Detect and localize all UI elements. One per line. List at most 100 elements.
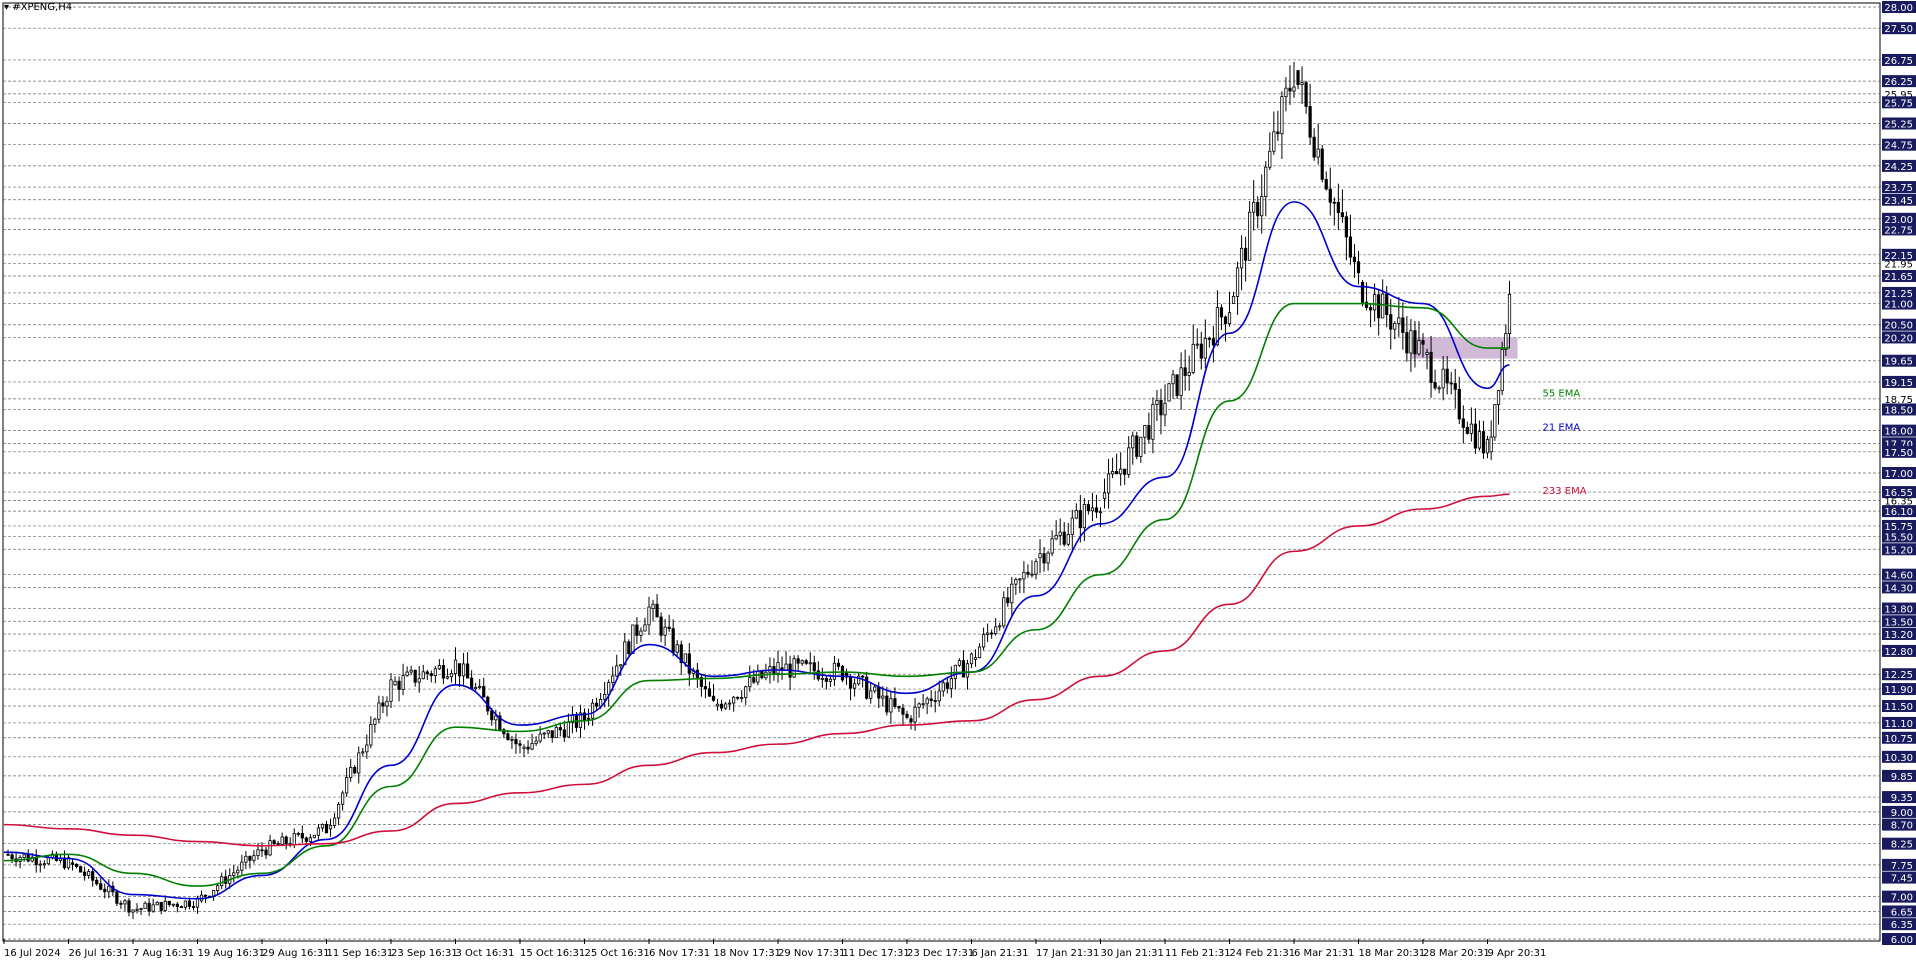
candle-body [1425,351,1429,355]
candle-body [699,677,704,687]
price-tick-box [1882,96,1916,109]
candle-body [1441,368,1445,389]
candle-body [1280,96,1284,135]
candle-body [373,718,377,725]
candle-body [893,698,897,707]
price-tick-box [1882,769,1916,782]
candle-body [1389,314,1393,330]
candle-body [107,885,111,893]
candle-body [558,727,562,731]
candle-body [143,902,147,910]
candle-body [413,669,417,683]
candle-body [74,863,79,867]
candle-body [1018,578,1022,581]
candle-body [1082,504,1086,529]
candle-body [1504,333,1508,350]
candle-body [1272,131,1276,152]
ema-annotation-label: 21 EMA [1543,422,1581,433]
candle-body [945,682,949,689]
candle-body [1102,492,1107,499]
time-tick-label: 6 Mar 21:31 [1294,948,1354,959]
chart-menu-icon[interactable]: ▾ [4,2,10,13]
candle-body [1219,307,1224,318]
candle-body [1453,383,1457,390]
price-tick-box [1882,871,1916,884]
candle-body [320,823,325,829]
price-tick-label: 21.95 [1884,259,1913,270]
candle-body [1485,439,1490,454]
candle-body [1123,468,1127,475]
time-tick-label: 23 Sep 16:31 [391,948,458,959]
time-tick-label: 15 Oct 16:31 [520,948,585,959]
candle-body [961,660,966,678]
candle-body [240,861,244,871]
candle-body [925,698,929,705]
candle-body [1256,201,1260,217]
candle-body [1231,295,1236,304]
candle-body [1284,87,1288,98]
candle-body [1115,471,1119,475]
candle-body [470,677,474,690]
candle-body [1320,148,1324,180]
candle-body [715,703,720,707]
candle-body [1316,148,1320,158]
time-tick-label: 16 Jul 2024 [4,948,61,959]
candle-body [1481,431,1486,454]
price-tick-label: 14.30 [1884,583,1913,594]
plot-area[interactable] [2,2,1881,942]
candle-body [10,854,14,860]
candle-body [401,675,405,690]
candle-body [635,624,639,636]
price-tick-label: 15.50 [1884,533,1913,544]
candle-body [1110,471,1115,475]
price-tick-label: 16.10 [1884,507,1913,518]
price-tick-box [1882,858,1916,871]
candle-body [91,871,95,881]
candle-body [393,680,397,686]
candle-body [719,703,724,709]
candle-body [461,663,466,677]
candle-body [1195,343,1199,346]
candle-body [1171,374,1175,385]
candle-body [1300,82,1304,85]
candle-body [885,695,889,713]
candle-body [1062,531,1066,545]
candle-body [457,663,462,677]
candle-body [1026,571,1030,575]
price-tick-box [1882,117,1916,130]
candle-body [973,657,978,660]
candle-body [510,738,514,741]
candle-body [1175,374,1179,396]
candle-body [147,902,151,912]
candle-body [244,855,248,863]
price-tick-label: 9.35 [1891,793,1913,804]
candle-body [1368,307,1373,311]
candle-body [1139,436,1143,457]
candle-body [667,626,671,630]
candle-body [728,702,732,705]
price-tick-label: 21.25 [1884,289,1913,300]
candle-body [1163,402,1167,416]
time-tick-label: 9 Apr 20:31 [1488,948,1547,959]
candle-body [268,840,272,856]
price-tick-label: 18.50 [1884,405,1913,416]
candle-body [857,675,861,685]
price-tick-box [1882,22,1916,35]
candle-body [1288,87,1292,92]
candle-body [643,624,647,632]
ema-annotation-label: 55 EMA [1543,389,1581,400]
price-tick-box [1882,181,1916,194]
candle-body [840,665,845,681]
candle-body [917,703,921,708]
candle-body [1445,368,1449,384]
price-tick-box [1882,750,1916,763]
candle-body [135,908,139,911]
candle-body [1268,150,1272,168]
ema-line-55-ema [3,302,1510,887]
price-tick-label: 18.75 [1884,395,1913,406]
time-tick-label: 11 Dec 17:31 [843,948,910,959]
price-tick-box [1882,716,1916,729]
candle-body [889,698,893,713]
